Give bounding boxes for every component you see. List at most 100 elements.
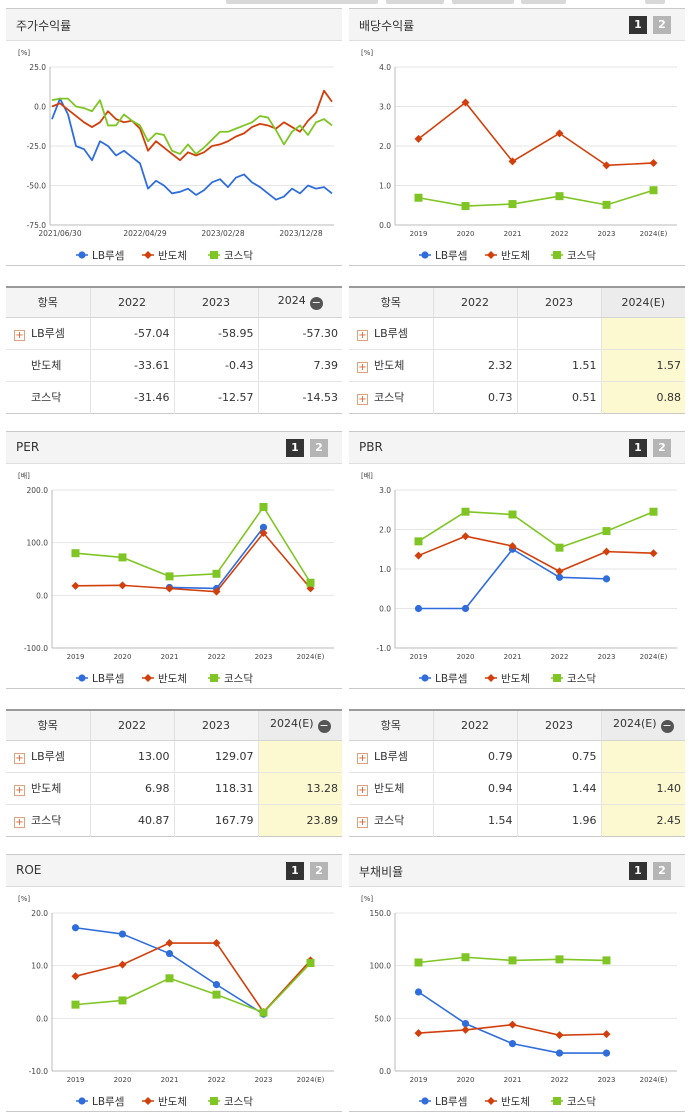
axis-unit: [%] — [18, 895, 30, 903]
expand-icon[interactable]: + — [357, 330, 368, 341]
top-tab[interactable] — [521, 0, 566, 4]
table-cell: 1.51 — [517, 349, 602, 382]
data-point — [602, 575, 611, 583]
row-name: + 반도체 — [349, 349, 434, 382]
expand-icon[interactable]: + — [14, 753, 25, 764]
column-header: 2023 — [517, 710, 602, 741]
expand-icon[interactable]: + — [14, 785, 25, 796]
top-tab[interactable] — [645, 0, 665, 4]
data-point — [414, 958, 423, 967]
legend-label-semi[interactable]: 반도체 — [501, 250, 530, 262]
view-button-1[interactable]: 1 — [286, 862, 304, 880]
expand-icon[interactable]: + — [357, 817, 368, 828]
expand-icon[interactable]: + — [14, 817, 25, 828]
legend-marker — [78, 251, 86, 259]
expand-icon[interactable]: + — [357, 362, 368, 373]
panel-dividend: 배당수익률 1 2 [%] 4.0 3.0 2.0 1.0 0.0 2019 2020 2021 202… — [349, 8, 685, 266]
series-line — [169, 526, 265, 590]
data-point — [461, 202, 470, 211]
top-tab[interactable] — [226, 0, 378, 4]
panel-stock: 주가수익률 [%] 25.0 0.0 -25.0 -50.0 -75.0 2021/06/30… — [6, 8, 342, 266]
legend-label-lb[interactable]: LB루셈 — [435, 673, 467, 685]
table-cell: -33.61 — [90, 349, 175, 382]
legend-label-kosdaq[interactable]: 코스닥 — [567, 250, 596, 262]
x-tick-label: 2019 — [67, 1076, 85, 1084]
collapse-icon[interactable]: − — [317, 719, 331, 734]
series-line — [51, 97, 333, 201]
legend-marker — [210, 1097, 218, 1105]
legend: LB루셈 반도체 코스닥 — [76, 673, 253, 685]
x-tick-label: 2022 — [551, 1076, 569, 1084]
legend-marker — [210, 251, 218, 259]
panel-header: ROE 1 2 — [6, 855, 342, 887]
data-point — [212, 569, 221, 578]
legend-label-lb[interactable]: LB루셈 — [92, 673, 124, 685]
table-cell: 23.89 — [258, 804, 342, 836]
view-button-2[interactable]: 2 — [310, 862, 328, 880]
view-button-1[interactable]: 1 — [629, 16, 647, 34]
legend-label-lb[interactable]: LB루셈 — [435, 1096, 467, 1108]
view-button-2[interactable]: 2 — [653, 439, 671, 457]
legend-label-kosdaq[interactable]: 코스닥 — [224, 250, 253, 262]
expand-icon[interactable]: + — [357, 753, 368, 764]
data-point — [602, 547, 611, 556]
panel-per: PER 1 2 [배] 200.0 100.0 0.0 -100.0 2019 2020 2021 2… — [6, 431, 342, 689]
collapse-icon[interactable]: − — [309, 296, 323, 311]
view-button-1[interactable]: 1 — [629, 439, 647, 457]
series-lb — [414, 545, 611, 613]
top-tab[interactable] — [386, 0, 444, 4]
legend-label-semi[interactable]: 반도체 — [158, 250, 187, 262]
axis-unit: [배] — [361, 471, 373, 480]
legend: LB루셈 반도체 코스닥 — [76, 1096, 253, 1108]
legend-label-semi[interactable]: 반도체 — [158, 1096, 187, 1108]
legend-label-semi[interactable]: 반도체 — [501, 1096, 530, 1108]
legend-label-kosdaq[interactable]: 코스닥 — [224, 1096, 253, 1108]
view-button-1[interactable]: 1 — [629, 862, 647, 880]
view-button-2[interactable]: 2 — [653, 862, 671, 880]
y-tick-label: 50.0 — [374, 1014, 391, 1023]
row-name: + 코스닥 — [349, 804, 434, 836]
collapse-icon[interactable]: − — [660, 719, 674, 734]
series-lb — [414, 988, 611, 1057]
legend: LB루셈 반도체 코스닥 — [419, 1096, 596, 1108]
series-semi — [414, 532, 658, 576]
x-tick-label: 2022 — [551, 230, 569, 238]
legend-label-semi[interactable]: 반도체 — [501, 673, 530, 685]
table-row: + 반도체 0.94 1.44 1.40 — [349, 772, 685, 805]
series-kosdaq — [414, 953, 611, 967]
row-name: + 코스닥 — [349, 381, 434, 413]
row-name: + 반도체 — [349, 772, 434, 805]
expand-icon[interactable]: + — [14, 330, 25, 341]
view-button-2[interactable]: 2 — [310, 439, 328, 457]
series-kosdaq — [414, 507, 658, 552]
table-cell: 13.28 — [258, 772, 342, 805]
legend-label-lb[interactable]: LB루셈 — [435, 250, 467, 262]
row-name: 반도체 — [6, 349, 91, 382]
view-button-1[interactable]: 1 — [286, 439, 304, 457]
data-point — [508, 157, 517, 166]
legend-label-lb[interactable]: LB루셈 — [92, 1096, 124, 1108]
legend-label-kosdaq[interactable]: 코스닥 — [224, 673, 253, 685]
view-button-2[interactable]: 2 — [653, 16, 671, 34]
expand-icon[interactable]: + — [357, 785, 368, 796]
expand-icon[interactable]: + — [357, 394, 368, 405]
legend-label-kosdaq[interactable]: 코스닥 — [567, 673, 596, 685]
data-point — [118, 930, 127, 938]
legend-label-lb[interactable]: LB루셈 — [92, 250, 124, 262]
table-cell: -14.53 — [302, 390, 338, 404]
series-line — [75, 962, 312, 1014]
legend-label-kosdaq[interactable]: 코스닥 — [567, 1096, 596, 1108]
table-row: + LB루셈 — [349, 317, 685, 350]
series-line — [418, 510, 654, 549]
table-cell: 40.87 — [90, 804, 175, 836]
table-cell — [517, 317, 602, 350]
top-tab[interactable] — [452, 0, 514, 4]
table-header-row: 항목 2022 2023 2024(E) − — [349, 710, 685, 741]
data-point — [649, 507, 658, 516]
legend-label-semi[interactable]: 반도체 — [158, 673, 187, 685]
y-tick-label: 0.0 — [34, 103, 46, 112]
table-cell: 2.32 — [433, 349, 518, 382]
chart-debt: [%] 150.0 100.0 50.0 0.0 2019 2020 2021 2022 2023… — [361, 895, 677, 1108]
panel-header: PER 1 2 — [6, 432, 342, 464]
data-point — [508, 1020, 517, 1029]
